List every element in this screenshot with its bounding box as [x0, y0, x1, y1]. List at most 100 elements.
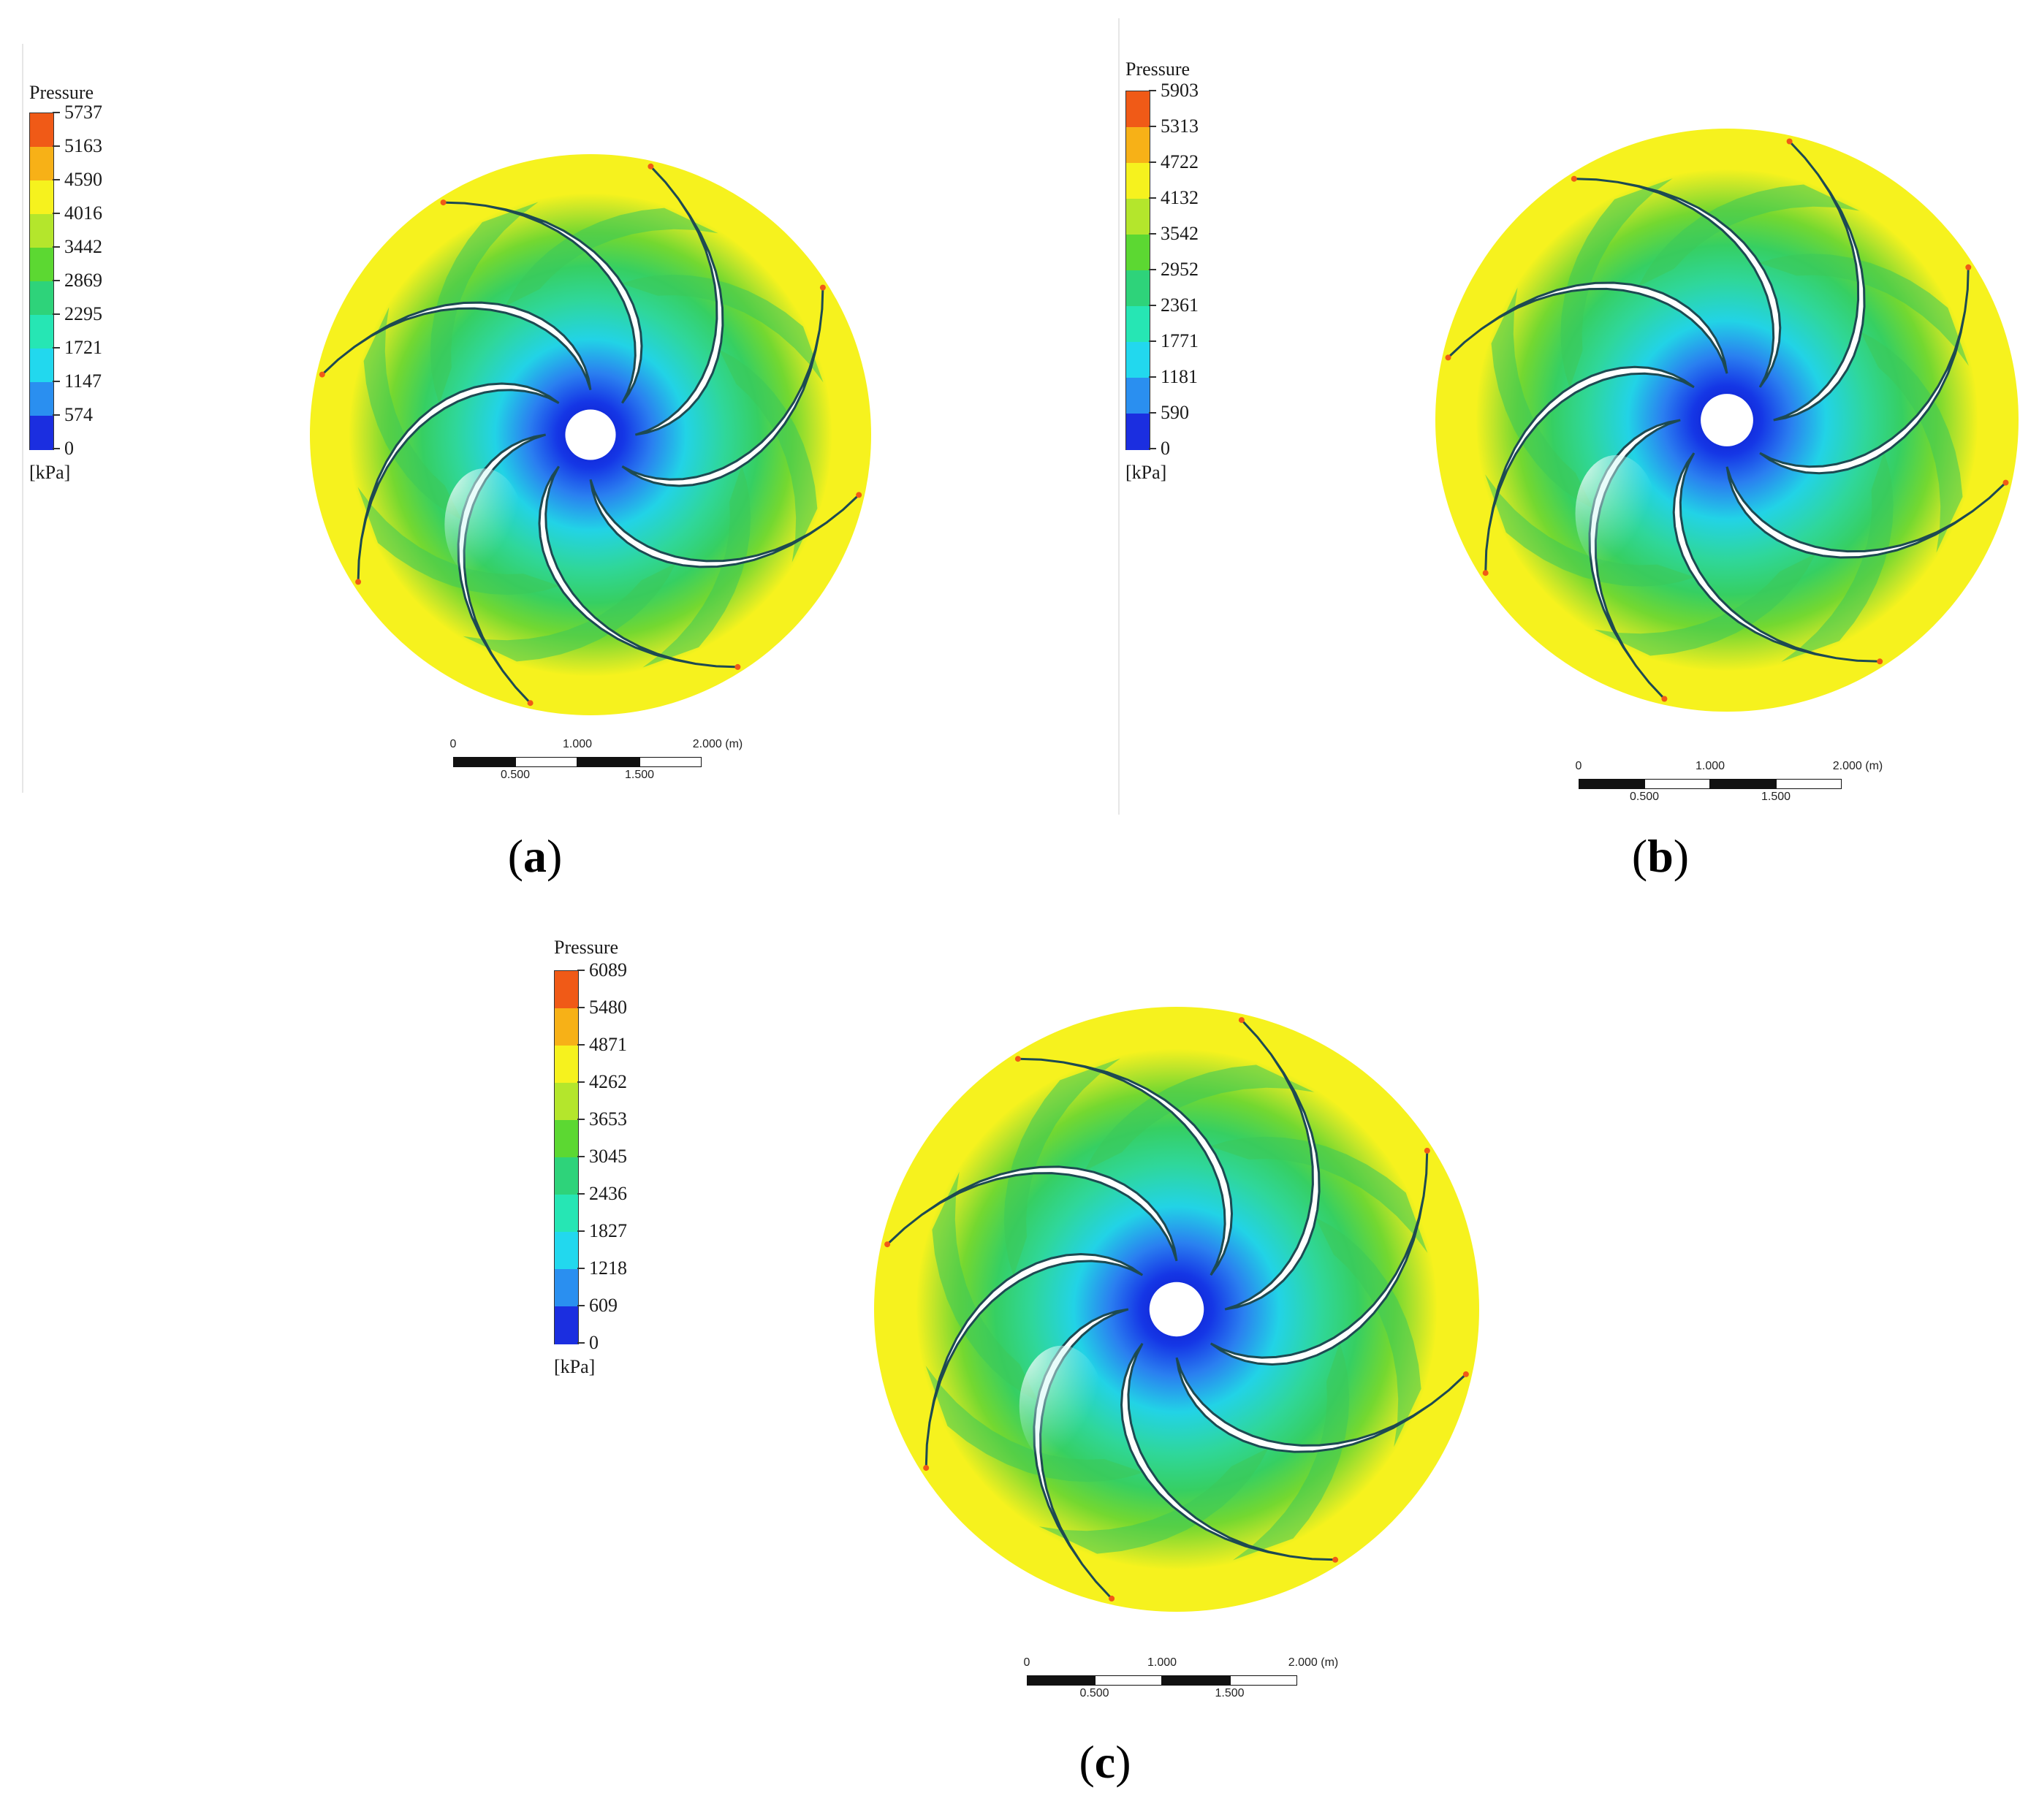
scalebar-segment	[453, 757, 515, 767]
scalebar-label: 1.500	[624, 769, 655, 781]
impeller-pressure-contour-c	[874, 1007, 1479, 1612]
pressure-contour-band	[1085, 1065, 1315, 1171]
tick-mark	[1149, 305, 1156, 306]
scalebar-segment	[1776, 779, 1842, 789]
tick-mark	[53, 179, 60, 180]
colorbar-band	[555, 1269, 578, 1307]
colorbar-band	[1126, 270, 1150, 307]
tick-label: 2436	[589, 1183, 627, 1204]
colorbar-band	[1126, 342, 1150, 378]
colorbar-band	[30, 315, 53, 349]
pressure-contour-band	[1485, 474, 1696, 587]
tick-label: 1827	[589, 1220, 627, 1241]
colorbar-band	[555, 1008, 578, 1046]
tick-label: 2361	[1161, 294, 1199, 316]
scalebar-label: 2.000 (m)	[692, 738, 743, 750]
tick-label: 1218	[589, 1257, 627, 1279]
pressure-contour-band	[505, 207, 718, 306]
colorbar-band	[1126, 306, 1150, 343]
tick-mark	[53, 381, 60, 382]
tick-label: 1721	[64, 337, 102, 358]
tick-label: 590	[1161, 402, 1189, 423]
blade-tip-hotspot	[1462, 1371, 1469, 1377]
tick-label: 4262	[589, 1071, 627, 1092]
colorbar-band	[555, 971, 578, 1009]
impeller-pressure-contour-a	[310, 154, 871, 715]
tick-label: 0	[589, 1332, 599, 1353]
tick-mark	[577, 1305, 585, 1306]
panel-a-left-border	[22, 44, 23, 793]
scalebar-segment	[1644, 779, 1710, 789]
tick-mark	[1149, 197, 1156, 199]
tick-mark	[53, 112, 60, 113]
colorbar-band	[1126, 163, 1150, 199]
low-pressure-highlight	[1575, 454, 1658, 572]
blade-tip-hotspot	[355, 579, 362, 585]
tick-mark	[53, 145, 60, 147]
tick-label: 3542	[1161, 223, 1199, 244]
pressure-contour-band	[932, 1171, 1039, 1401]
pressure-contour-band	[1560, 178, 1673, 389]
scalebar-segment	[515, 757, 577, 767]
hub	[565, 409, 616, 460]
tick-mark	[53, 313, 60, 315]
impeller-pressure-contour-b	[1435, 129, 2019, 712]
pressure-contour-band	[363, 307, 462, 520]
colorbar	[554, 970, 579, 1344]
caption-letter: a	[523, 830, 547, 882]
tick-label: 2295	[64, 303, 102, 324]
panel-b: Pressure 5903 5313 4722 4132 3542 2952 2361 177…	[0, 0, 2039, 899]
scalebar-segment	[1162, 1675, 1230, 1686]
colorbar-band	[30, 113, 53, 148]
tick-label: 3653	[589, 1108, 627, 1130]
pressure-contour-band	[1491, 287, 1594, 509]
colorbar-band	[555, 1046, 578, 1084]
tick-mark	[53, 347, 60, 349]
panel-a: Pressure 5737 5163 4590 4016 3442 2869 2295 172…	[0, 0, 1118, 899]
caption-letter: c	[1094, 1736, 1116, 1788]
legend-unit: [kPa]	[1125, 462, 1167, 483]
colorbar-band	[555, 1195, 578, 1233]
legend-unit: [kPa]	[554, 1356, 596, 1377]
tick-mark	[1149, 448, 1156, 449]
tick-mark	[1149, 376, 1156, 378]
colorbar-band	[1126, 414, 1150, 450]
tick-mark	[577, 970, 585, 971]
pressure-contour-band	[357, 487, 560, 595]
panel-separator	[1118, 18, 1120, 815]
pressure-contour-band	[642, 465, 751, 668]
colorbar-band	[30, 349, 53, 383]
blade-tip-hotspot	[2002, 479, 2009, 486]
scalebar-c: 0 1.000 2.000 (m) 0.500 1.500	[1023, 1656, 1339, 1700]
legend-title: Pressure	[1125, 58, 1191, 80]
colorbar-band	[555, 1083, 578, 1121]
scalebar-label: 0	[1023, 1656, 1030, 1669]
pressure-contour-band	[1638, 184, 1860, 287]
scalebar-label: 1.000	[1695, 760, 1725, 772]
colorbar-band	[555, 1306, 578, 1344]
blade-tip-hotspot	[819, 284, 826, 291]
blade-tip-hotspot	[923, 1465, 930, 1471]
tick-mark	[53, 246, 60, 248]
colorbar-band	[30, 147, 53, 181]
tick-mark	[577, 1230, 585, 1232]
tick-mark	[1149, 412, 1156, 414]
tick-label: 1181	[1161, 366, 1199, 387]
tick-label: 5903	[1161, 80, 1199, 101]
pressure-contour-band	[1860, 331, 1963, 553]
tick-mark	[53, 280, 60, 281]
blade-tip-hotspot	[734, 663, 741, 670]
colorbar-band	[30, 214, 53, 248]
tick-label: 574	[64, 404, 93, 425]
blade-tip-hotspot	[1571, 175, 1577, 182]
scalebar-label: 0	[449, 738, 457, 750]
tick-label: 6089	[589, 959, 627, 981]
tick-mark	[577, 1044, 585, 1046]
scalebar-label: 0.500	[1079, 1687, 1109, 1699]
scalebar-segment	[1027, 1675, 1095, 1686]
tick-label: 4722	[1161, 151, 1199, 172]
pressure-contour-band	[1781, 452, 1894, 662]
scalebar-segment	[1579, 779, 1644, 789]
pressure-contour-band	[1210, 1136, 1428, 1253]
